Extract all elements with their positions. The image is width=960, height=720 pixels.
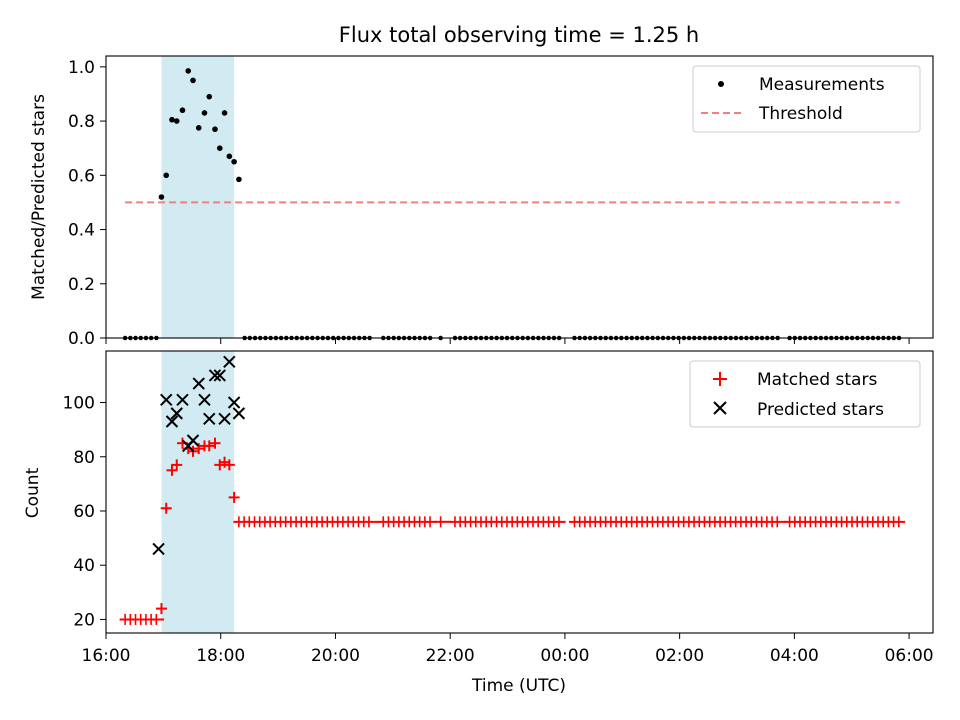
y-tick-label: 0.0 xyxy=(68,329,95,349)
y-tick-label: 1.0 xyxy=(68,58,95,78)
matched-star-point xyxy=(223,459,235,471)
top-legend-box xyxy=(692,65,921,133)
matched-run xyxy=(449,516,566,528)
y-tick-label: 80 xyxy=(73,448,95,468)
matched-stars-points xyxy=(155,437,240,615)
matched-run xyxy=(377,516,437,528)
measurement-point xyxy=(221,110,228,116)
measurement-point xyxy=(179,107,186,114)
predicted-star-point xyxy=(213,369,226,382)
ratio-panel: Flux total observing time = 1.25 h 0.00.… xyxy=(29,23,934,349)
predicted-star-point xyxy=(152,542,165,556)
measurement-point xyxy=(206,93,213,100)
matched-star-point xyxy=(155,603,167,615)
bottom-y-axis-label: Count xyxy=(23,467,43,518)
x-tick-label: 18:00 xyxy=(196,646,245,666)
bottom-axes-frame xyxy=(105,350,934,634)
predicted-star-point xyxy=(208,369,222,382)
measurement-point xyxy=(169,116,175,123)
matched-stars-runs xyxy=(119,516,906,625)
measurement-point xyxy=(158,194,165,200)
measurement-point xyxy=(201,110,208,116)
matched-star-point xyxy=(160,502,172,514)
predicted-star-point xyxy=(227,396,241,409)
legend-marker-predicted xyxy=(713,401,727,415)
predicted-star-point xyxy=(232,407,246,420)
matched-star-point xyxy=(203,440,215,452)
top-axes-frame xyxy=(105,55,934,339)
bottom-x-ticks: 16:00 18:00 20:00 22:00 00:00 02:00 04:00 06:00 xyxy=(82,633,934,666)
matched-star-point xyxy=(166,464,178,476)
matched-star-point xyxy=(209,437,221,449)
measurements-points xyxy=(158,68,242,200)
x-tick-label: 04:00 xyxy=(770,646,819,666)
measurement-point xyxy=(195,125,202,131)
bottom-y-ticks: 20 40 60 80 100 xyxy=(63,394,106,630)
predicted-stars-points xyxy=(152,355,246,556)
x-axis-label: Time (UTC) xyxy=(471,676,566,696)
predicted-star-point xyxy=(203,412,216,425)
legend-marker-matched xyxy=(713,372,727,386)
y-tick-label: 100 xyxy=(63,394,95,414)
legend-label-threshold: Threshold xyxy=(758,104,843,124)
count-panel: 20 40 60 80 100 16:00 18:00 20:00 22:00 00:00 02:… xyxy=(23,350,934,696)
predicted-star-point xyxy=(170,407,183,420)
measurement-point xyxy=(173,118,180,124)
predicted-star-point xyxy=(198,393,211,407)
legend-label-measurements: Measurements xyxy=(759,75,885,95)
measurement-point xyxy=(226,153,233,160)
top-y-ticks: 0.0 0.2 0.4 0.6 0.8 1.0 xyxy=(68,58,106,349)
top-y-axis-label: Matched/Predicted stars xyxy=(29,94,49,300)
measurement-point xyxy=(185,68,192,74)
measurement-point xyxy=(231,158,237,165)
matched-run xyxy=(233,516,380,528)
predicted-star-point xyxy=(160,393,173,407)
y-tick-label: 20 xyxy=(73,610,95,630)
y-tick-label: 0.4 xyxy=(68,221,95,241)
measurement-point xyxy=(236,176,242,183)
measurement-point xyxy=(190,77,196,84)
x-tick-label: 06:00 xyxy=(885,646,934,666)
highlight-span-top xyxy=(161,56,235,338)
predicted-star-point xyxy=(223,355,236,369)
x-tick-label: 00:00 xyxy=(540,646,589,666)
measurement-point xyxy=(212,126,218,133)
measurement-point xyxy=(163,172,170,179)
legend-marker-measurements xyxy=(718,81,724,87)
y-tick-label: 0.2 xyxy=(68,275,95,295)
chart-title: Flux total observing time = 1.25 h xyxy=(339,23,699,47)
y-tick-label: 0.6 xyxy=(68,166,95,186)
matched-run xyxy=(568,516,786,528)
x-tick-label: 20:00 xyxy=(311,646,360,666)
x-tick-label: 16:00 xyxy=(82,646,131,666)
predicted-star-point xyxy=(165,415,179,428)
predicted-star-point xyxy=(186,434,200,447)
matched-run xyxy=(435,516,451,528)
legend-label-predicted: Predicted stars xyxy=(757,400,884,420)
matched-star-point xyxy=(228,491,240,503)
predicted-star-point xyxy=(176,393,189,407)
bottom-legend: Matched stars Predicted stars xyxy=(689,360,921,428)
y-tick-label: 40 xyxy=(73,556,95,576)
measurement-point xyxy=(216,145,223,151)
matched-run xyxy=(119,613,165,625)
top-x-ticks xyxy=(105,338,910,344)
highlight-span-bottom xyxy=(161,351,235,633)
legend-label-matched: Matched stars xyxy=(757,370,877,390)
top-legend: Measurements Threshold xyxy=(692,65,921,133)
bottom-legend-box xyxy=(689,360,921,428)
matched-run xyxy=(784,516,906,528)
y-tick-label: 0.8 xyxy=(68,112,95,132)
matched-star-point xyxy=(171,459,183,471)
y-tick-label: 60 xyxy=(73,502,95,522)
predicted-star-point xyxy=(218,412,231,425)
x-tick-label: 22:00 xyxy=(426,646,475,666)
x-tick-label: 02:00 xyxy=(655,646,704,666)
predicted-star-point xyxy=(192,377,205,390)
